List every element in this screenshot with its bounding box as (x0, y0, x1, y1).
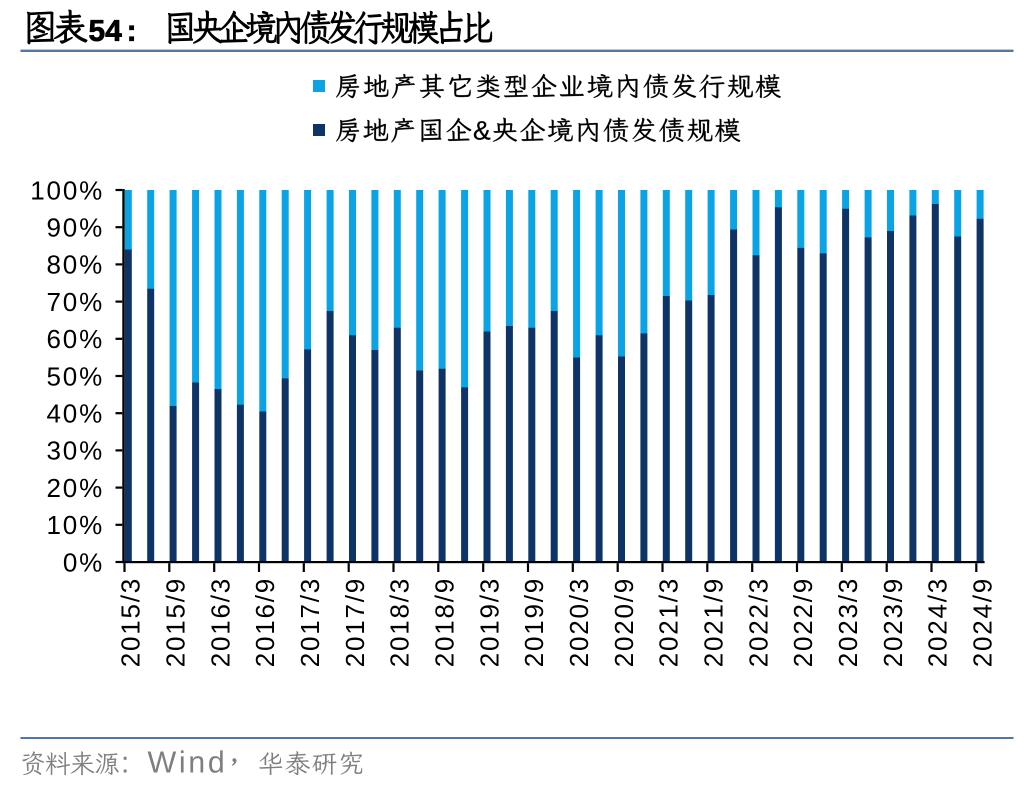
svg-text:50%: 50% (47, 361, 104, 391)
svg-text:2017/9: 2017/9 (340, 577, 370, 667)
svg-text:2017/3: 2017/3 (295, 577, 325, 667)
svg-text:2018/9: 2018/9 (430, 577, 460, 667)
svg-text:100%: 100% (30, 175, 104, 205)
svg-text:2016/9: 2016/9 (250, 577, 280, 667)
svg-text:0%: 0% (63, 547, 104, 577)
svg-text:2022/9: 2022/9 (788, 577, 818, 667)
svg-text:2019/9: 2019/9 (519, 577, 549, 667)
svg-text:2020/9: 2020/9 (609, 577, 639, 667)
svg-text:40%: 40% (47, 399, 104, 429)
svg-text:2024/9: 2024/9 (968, 577, 998, 667)
svg-text:2024/3: 2024/3 (923, 577, 953, 667)
svg-text:70%: 70% (47, 287, 104, 317)
svg-text:10%: 10% (47, 510, 104, 540)
svg-text:2021/3: 2021/3 (654, 577, 684, 667)
svg-text:60%: 60% (47, 324, 104, 354)
svg-text:2022/3: 2022/3 (743, 577, 773, 667)
svg-text:2019/3: 2019/3 (474, 577, 504, 667)
svg-text:2023/3: 2023/3 (833, 577, 863, 667)
svg-text:2018/3: 2018/3 (385, 577, 415, 667)
svg-text:80%: 80% (47, 250, 104, 280)
svg-text:30%: 30% (47, 436, 104, 466)
svg-text:2015/3: 2015/3 (116, 577, 146, 667)
svg-text:2020/3: 2020/3 (564, 577, 594, 667)
svg-text:20%: 20% (47, 473, 104, 503)
svg-text:2015/9: 2015/9 (161, 577, 191, 667)
svg-text:90%: 90% (47, 213, 104, 243)
svg-text:2021/9: 2021/9 (699, 577, 729, 667)
svg-text:2016/3: 2016/3 (205, 577, 235, 667)
svg-text:2023/9: 2023/9 (878, 577, 908, 667)
